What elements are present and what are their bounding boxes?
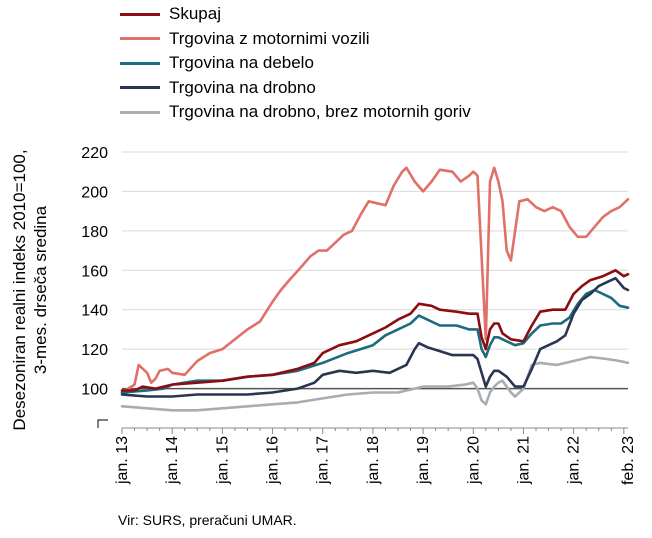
x-tick-label: jan. 16 [265, 436, 282, 485]
legend-label: Trgovina z motornimi vozili [169, 28, 370, 48]
y-tick-label-140: 140 [81, 303, 108, 320]
x-tick-label: jan. 13 [114, 436, 131, 485]
x-tick-label: jan. 15 [214, 436, 231, 485]
series-line-3 [120, 288, 630, 394]
x-tick-label: jan. 19 [415, 436, 432, 485]
legend-swatch [120, 110, 160, 114]
series-line-4 [120, 276, 630, 398]
x-tick-label: feb. 23 [620, 436, 637, 485]
source-note: Vir: SURS, preračuni UMAR. [118, 512, 297, 528]
legend-item-3: Trgovina na debelo [120, 51, 471, 76]
x-tick-label: jan. 21 [515, 436, 532, 485]
y-tick-label-100: 100 [81, 382, 108, 399]
series-lines [120, 166, 630, 412]
x-tick-label: jan. 17 [315, 436, 332, 485]
legend-label: Trgovina na debelo [169, 53, 314, 73]
legend-swatch [120, 37, 160, 41]
y-tick-label-160: 160 [81, 263, 108, 280]
series-line-1 [120, 269, 630, 392]
series-line-5 [120, 355, 630, 412]
y-axis-break-mark [97, 419, 108, 428]
legend: Skupaj Trgovina z motornimi vozili Trgovin… [120, 2, 471, 125]
x-tick-label: jan. 20 [465, 436, 482, 485]
legend-label: Skupaj [169, 4, 221, 24]
y-tick-label-200: 200 [81, 184, 108, 201]
legend-item-1: Skupaj [120, 2, 471, 27]
legend-swatch [120, 12, 160, 16]
legend-item-5: Trgovina na drobno, brez motornih goriv [120, 100, 471, 125]
y-tick-label-120: 120 [81, 342, 108, 359]
y-tick-label-180: 180 [81, 224, 108, 241]
y-tick-label-220: 220 [81, 145, 108, 162]
legend-label: Trgovina na drobno [169, 77, 316, 97]
x-axis-ticks: jan. 13 jan. 14 jan. 15 jan. 16 jan. 17 jan. … [114, 428, 637, 485]
x-tick-label: jan. 22 [566, 436, 583, 485]
series-line-2 [120, 166, 630, 394]
gridlines [122, 151, 628, 350]
y-axis-tick-labels: 100 120 140 160 180 200 220 [81, 145, 108, 399]
legend-label: Trgovina na drobno, brez motornih goriv [169, 102, 471, 122]
legend-swatch [120, 86, 160, 90]
x-tick-label: jan. 14 [164, 436, 181, 485]
legend-item-4: Trgovina na drobno [120, 76, 471, 101]
y-axis-label-line-1: Desezoniran realni indeks 2010=100, [10, 149, 29, 430]
x-tick-label: jan. 18 [365, 436, 382, 485]
y-axis-label-line-2: 3-mes. drseča sredina [31, 205, 50, 374]
legend-item-2: Trgovina z motornimi vozili [120, 27, 471, 52]
legend-swatch [120, 61, 160, 65]
